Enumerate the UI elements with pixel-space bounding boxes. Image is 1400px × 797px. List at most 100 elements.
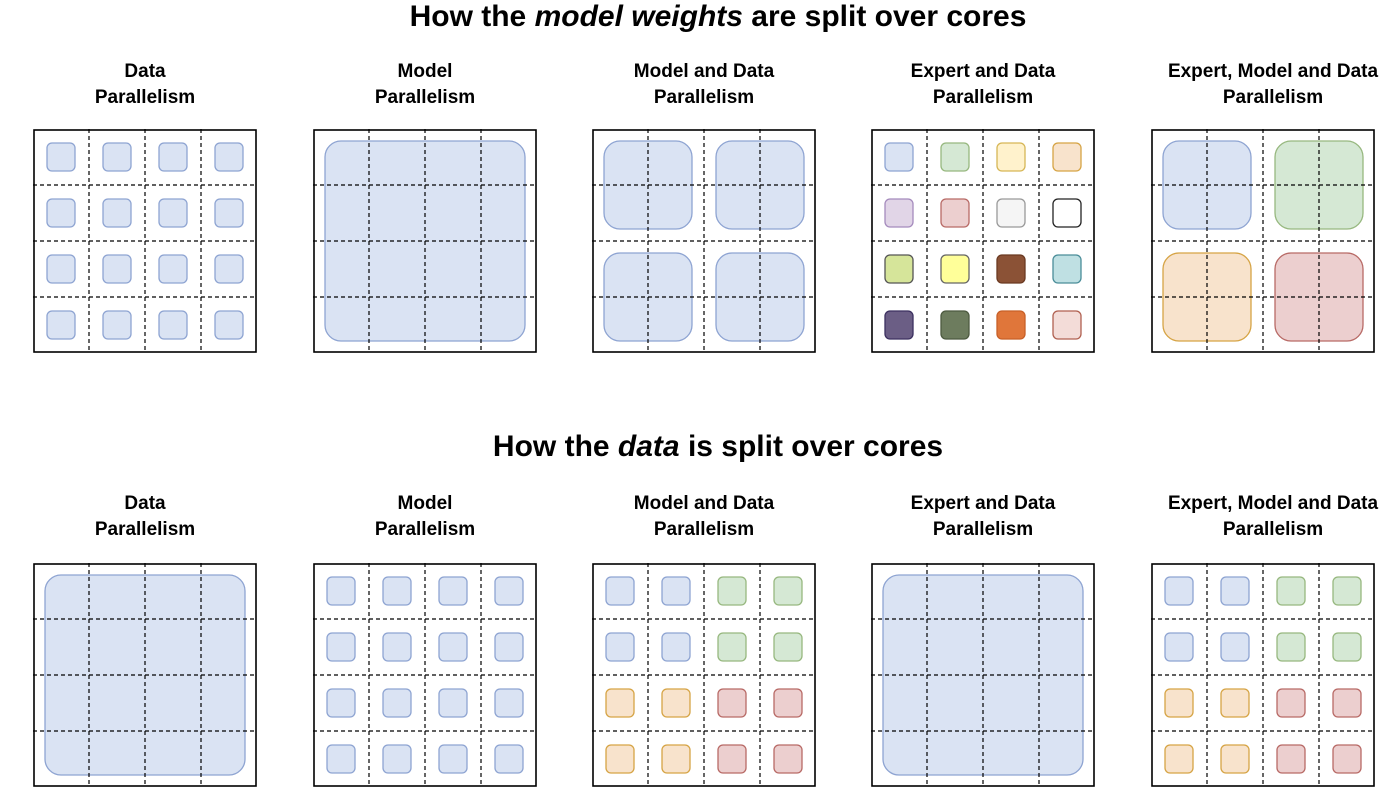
weight-block-darkpurple [884,310,914,340]
panel-title-line: Expert, Model and Data [1167,493,1379,514]
weight-block-green [717,576,747,606]
weight-block-green [1332,576,1362,606]
weight-block-blue [158,142,188,172]
core-grid [313,563,537,787]
weight-block-lime [884,254,914,284]
weight-block-orange [605,744,635,774]
weight-block-pink [1052,310,1082,340]
weight-block-red [1276,744,1306,774]
heading-emphasis: model weights [534,0,743,33]
weight-block-orange [1220,744,1250,774]
weight-block-blue [438,744,468,774]
weight-block-orange [1220,688,1250,718]
panel-title-line: Parallelism [94,519,196,540]
grid-border [592,563,816,787]
panel-title-line: Parallelism [1222,519,1324,540]
panel-title-line: Parallelism [374,87,476,108]
weight-block-blue [46,198,76,228]
weight-block-blue [382,632,412,662]
core-grid [871,129,1095,353]
weight-block-blue [1220,632,1250,662]
weight-block-blue [494,744,524,774]
weight-block-white [1052,198,1082,228]
grid-border [33,129,257,353]
panel-title: Model Parallelism [285,59,565,111]
weight-block-blue [214,142,244,172]
weight-block-blue [214,254,244,284]
weight-block-orange [605,688,635,718]
weight-block-green [717,632,747,662]
grid-border [33,563,257,787]
weight-block-blue [46,254,76,284]
weight-block-blue [382,576,412,606]
weight-block-brightyellow [940,254,970,284]
panel-title-line: Parallelism [94,87,196,108]
weight-block-blue [1220,576,1250,606]
weight-block-red [940,198,970,228]
core-grid [871,563,1095,787]
weight-block-orange [1052,142,1082,172]
weight-block-blue [884,142,914,172]
weight-block-red [1332,744,1362,774]
section-heading: How the model weights are split over cor… [0,0,1400,34]
weight-block-blue [605,632,635,662]
panel-title-line: Expert, Model and Data [1167,61,1379,82]
weight-block-green [1276,576,1306,606]
weight-block-blue [1164,632,1194,662]
panel-title-line: Model [397,493,453,514]
weight-block-blue [661,632,691,662]
weight-block-red [1332,688,1362,718]
grid-border [871,563,1095,787]
core-grid [1151,563,1375,787]
weight-block-red [773,744,803,774]
weight-block-red [773,688,803,718]
panel-title: Model and Data Parallelism [564,59,844,111]
panel-title-line: Model and Data [633,61,775,82]
weight-block-red [717,744,747,774]
panel-title-line: Parallelism [653,87,755,108]
weight-block-blue [1164,576,1194,606]
panel-title-line: Parallelism [932,87,1034,108]
core-grid [313,129,537,353]
weight-block-blue [494,576,524,606]
panel-title-line: Data [124,61,166,82]
weight-block-red [717,688,747,718]
panel-title-line: Model [397,61,453,82]
panel-title-line: Parallelism [653,519,755,540]
weight-block-blue [605,576,635,606]
weight-block-blue [438,632,468,662]
weight-block-brown [996,254,1026,284]
weight-block-blue [438,576,468,606]
panel-title: Expert, Model and Data Parallelism [1133,59,1400,111]
weight-block-blue [326,576,356,606]
panel-title: Expert and Data Parallelism [843,59,1123,111]
weight-block-blue [102,254,132,284]
weight-block-blue [326,688,356,718]
weight-block-blue [158,198,188,228]
heading-text: is split over cores [679,430,944,463]
grid-border [313,129,537,353]
panel-title: Data Parallelism [5,491,285,543]
weight-block-blue [102,142,132,172]
weight-block-darkgreen [940,310,970,340]
panel-title-line: Data [124,493,166,514]
weight-block-gray [996,198,1026,228]
grid-border [1151,129,1375,353]
grid-border [313,563,537,787]
core-grid [592,129,816,353]
weight-block-blue [214,310,244,340]
heading-emphasis: data [617,430,680,463]
weight-block-red [1276,688,1306,718]
weight-block-blue [158,310,188,340]
panel-title: Expert and Data Parallelism [843,491,1123,543]
weight-block-yellow [996,142,1026,172]
panel-title-line: Parallelism [1222,87,1324,108]
weight-block-purple [884,198,914,228]
weight-block-orange [661,744,691,774]
panel-title-line: Model and Data [633,493,775,514]
core-grid [33,129,257,353]
weight-block-green [940,142,970,172]
weight-block-blue [382,688,412,718]
weight-block-blue [158,254,188,284]
weight-block-blue [102,198,132,228]
